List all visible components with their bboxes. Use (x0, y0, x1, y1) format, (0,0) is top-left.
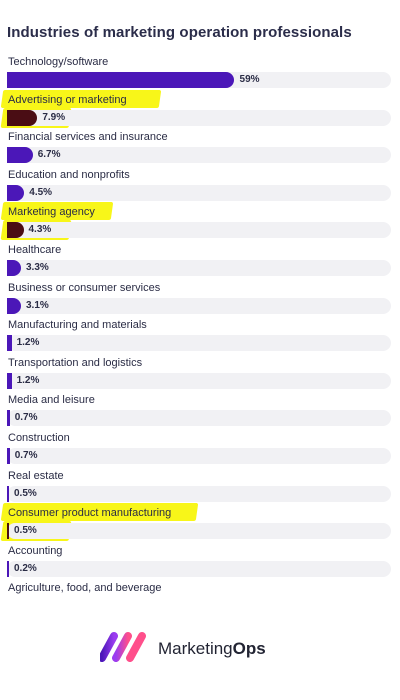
bar-track (7, 523, 391, 540)
bar-chart: Technology/software 59% Advertising or mar… (0, 50, 400, 610)
value-label: 3.1% (26, 299, 49, 311)
value-label: 1.2% (16, 337, 40, 349)
chart-title: Industries of marketing operation profes… (7, 24, 352, 41)
category-label: Media and leisure (8, 394, 95, 407)
bar (7, 72, 234, 88)
bar (7, 485, 9, 502)
bar (7, 109, 38, 126)
bar (7, 184, 25, 201)
value-label: 3.3% (26, 262, 49, 273)
value-label: 4.5% (29, 186, 53, 198)
value-label: 0.5% (14, 525, 37, 537)
category-label: Construction (8, 432, 70, 444)
value-label: 6.7% (37, 149, 61, 161)
value-label: 0.2% (14, 562, 37, 574)
category-label: Consumer product manufacturing (8, 507, 172, 520)
bar-track (7, 335, 391, 352)
bar (7, 372, 12, 389)
value-label: 7.9% (42, 111, 66, 123)
bar (7, 410, 10, 427)
value-label: 59% (239, 74, 260, 85)
bar-track (7, 410, 391, 427)
category-label: Marketing agency (8, 206, 95, 219)
bar-track (7, 485, 391, 502)
category-label: Healthcare (8, 244, 62, 256)
value-label: 1.2% (16, 374, 40, 386)
bar (7, 297, 21, 314)
bar (7, 260, 21, 276)
value-label: 4.3% (28, 224, 52, 236)
category-label: Transportation and logistics (8, 356, 143, 369)
bar-track (7, 109, 391, 126)
bar-track (7, 448, 391, 464)
bar-track (7, 222, 391, 239)
category-label: Education and nonprofits (8, 168, 130, 181)
category-label: Accounting (8, 544, 63, 557)
category-label: Advertising or marketing (8, 93, 127, 106)
marketingops-wordmark: MarketingOps (158, 639, 266, 658)
bar (7, 523, 9, 540)
bar-track (7, 372, 391, 389)
bar-track (7, 297, 391, 314)
bar (7, 448, 10, 464)
bar (7, 222, 24, 239)
category-label: Manufacturing and materials (8, 319, 147, 332)
bar-track (7, 184, 391, 201)
category-label: Financial services and insurance (8, 131, 168, 144)
category-label: Technology/software (8, 56, 109, 68)
value-label: 0.7% (14, 450, 38, 461)
bar (7, 560, 9, 577)
category-label: Real estate (8, 469, 64, 482)
value-label: 0.7% (14, 412, 38, 424)
bar (7, 335, 12, 352)
fade-overlay (0, 596, 400, 618)
category-label: Business or consumer services (8, 281, 161, 294)
bar-track (7, 260, 391, 276)
bar-track (7, 560, 391, 577)
bar-track (7, 147, 391, 164)
value-label: 0.5% (14, 487, 37, 499)
marketingops-logo-icon (100, 632, 146, 662)
bar (7, 147, 33, 164)
category-label: Agriculture, food, and beverage (8, 582, 162, 595)
marketingops-logo: MarketingOps (100, 630, 300, 670)
